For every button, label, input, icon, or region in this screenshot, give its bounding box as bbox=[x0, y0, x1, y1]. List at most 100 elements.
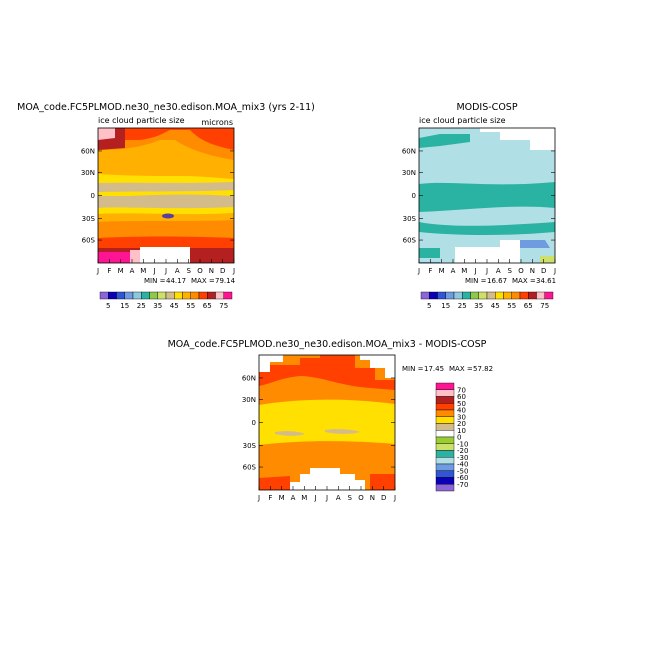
colorbar-label: 50 bbox=[457, 400, 466, 408]
panel-model: MOA_code.FC5PLMOD.ne30_ne30.edison.MOA_m… bbox=[17, 102, 315, 310]
panel3-yaxis: 60N 30N 0 30S 60S bbox=[242, 374, 395, 472]
x-tick-label: D bbox=[541, 267, 546, 275]
colorbar-swatch bbox=[435, 443, 455, 451]
panel1-max-label: MAX = bbox=[191, 277, 215, 285]
colorbar-swatch bbox=[435, 403, 455, 411]
colorbar-swatch bbox=[519, 291, 529, 300]
colorbar-swatch bbox=[132, 291, 142, 300]
panel3-max-value: 57.82 bbox=[473, 365, 493, 373]
x-tick-label: S bbox=[507, 267, 512, 275]
contour-band-teal-south bbox=[419, 222, 555, 235]
y-tick-label: 0 bbox=[412, 192, 416, 200]
colorbar-label: 65 bbox=[524, 302, 533, 310]
y-tick-label: 30N bbox=[242, 396, 256, 404]
colorbar-swatch bbox=[435, 463, 455, 471]
panel1-title: MOA_code.FC5PLMOD.ne30_ne30.edison.MOA_m… bbox=[17, 102, 315, 113]
missing-data-north bbox=[480, 128, 555, 150]
x-tick-label: M bbox=[140, 267, 146, 275]
colorbar-swatch bbox=[223, 291, 233, 300]
y-tick-label: 60N bbox=[242, 374, 256, 382]
y-tick-label: 30S bbox=[82, 215, 96, 223]
colorbar-label: 35 bbox=[153, 302, 162, 310]
colorbar-swatch bbox=[435, 436, 455, 444]
panel2-max-label: MAX = bbox=[512, 277, 536, 285]
x-tick-label: J bbox=[393, 494, 396, 502]
x-tick-label: J bbox=[164, 267, 167, 275]
missing-data-south bbox=[140, 247, 190, 263]
colorbar-label: -30 bbox=[457, 454, 468, 462]
colorbar-label: 25 bbox=[137, 302, 146, 310]
colorbar-label: -70 bbox=[457, 481, 468, 489]
panel2-plot bbox=[418, 127, 556, 264]
colorbar-label: 5 bbox=[106, 302, 110, 310]
colorbar-swatch bbox=[435, 470, 455, 478]
colorbar-swatch bbox=[437, 291, 446, 300]
y-tick-label: 0 bbox=[252, 419, 256, 427]
x-tick-label: M bbox=[439, 267, 445, 275]
x-tick-label: A bbox=[496, 267, 501, 275]
colorbar-swatch bbox=[495, 291, 504, 300]
colorbar-label: 5 bbox=[427, 302, 431, 310]
contour-band-green-corner bbox=[540, 256, 555, 263]
contour-band-red-south-2 bbox=[370, 474, 395, 490]
colorbar-swatch bbox=[108, 291, 117, 300]
colorbar-swatch bbox=[486, 291, 496, 300]
colorbar-label: 0 bbox=[457, 434, 461, 442]
colorbar-swatch bbox=[435, 389, 455, 397]
colorbar-swatch bbox=[478, 291, 488, 300]
panel1-max-value: 79.14 bbox=[215, 277, 236, 285]
colorbar-label: 45 bbox=[491, 302, 500, 310]
colorbar-swatch bbox=[420, 291, 430, 300]
panel2-colorbar: 5 15 25 35 45 55 65 75 bbox=[420, 291, 554, 310]
colorbar-swatch bbox=[435, 450, 455, 458]
colorbar-label: 10 bbox=[457, 427, 466, 435]
colorbar-label: 40 bbox=[457, 407, 466, 415]
x-tick-label: M bbox=[279, 494, 285, 502]
missing-data-north-right bbox=[360, 355, 395, 378]
colorbar-label: -10 bbox=[457, 440, 468, 448]
colorbar-swatch bbox=[165, 291, 175, 300]
colorbar-swatch bbox=[528, 291, 537, 300]
y-tick-label: 60S bbox=[243, 464, 257, 472]
panel3-min-label: MIN = bbox=[402, 365, 424, 373]
y-tick-label: 60N bbox=[81, 147, 95, 155]
x-tick-label: D bbox=[381, 494, 386, 502]
y-tick-label: 30N bbox=[402, 169, 416, 177]
contour-band-tan-mid bbox=[98, 182, 234, 192]
x-tick-label: A bbox=[130, 267, 135, 275]
y-tick-label: 30S bbox=[243, 442, 257, 450]
panel3-plot bbox=[258, 354, 396, 491]
contour-band-red-south bbox=[98, 236, 234, 250]
colorbar-swatch bbox=[141, 291, 150, 300]
colorbar-swatch bbox=[435, 477, 455, 485]
colorbar-label: -60 bbox=[457, 474, 468, 482]
colorbar-swatch bbox=[429, 291, 438, 300]
colorbar-swatch bbox=[536, 291, 545, 300]
panel1-colorbar: 5 15 25 35 45 55 65 75 bbox=[99, 291, 233, 310]
x-tick-label: A bbox=[291, 494, 296, 502]
panel1-yaxis: 60N 30N 0 30S 60S bbox=[81, 147, 234, 245]
x-tick-label: J bbox=[153, 267, 156, 275]
colorbar-label: 55 bbox=[186, 302, 195, 310]
x-tick-label: J bbox=[325, 494, 328, 502]
colorbar-swatch bbox=[544, 291, 554, 300]
colorbar-swatch bbox=[470, 291, 479, 300]
colorbar-label: 65 bbox=[203, 302, 212, 310]
colorbar-swatch bbox=[435, 423, 455, 431]
missing-data-south bbox=[455, 240, 520, 263]
x-tick-label: M bbox=[461, 267, 467, 275]
colorbar-label: 75 bbox=[540, 302, 549, 310]
contour-band-pink bbox=[98, 252, 130, 263]
x-tick-label: O bbox=[518, 267, 524, 275]
colorbar-label: 70 bbox=[457, 386, 466, 394]
panel2-title: MODIS-COSP bbox=[456, 102, 517, 113]
y-tick-label: 30S bbox=[403, 215, 417, 223]
colorbar-label: 15 bbox=[441, 302, 450, 310]
colorbar-swatch bbox=[157, 291, 167, 300]
contour-band-yellow-tropics bbox=[259, 399, 395, 445]
panel1-min-label: MIN = bbox=[144, 277, 166, 285]
colorbar-swatch bbox=[435, 396, 455, 404]
